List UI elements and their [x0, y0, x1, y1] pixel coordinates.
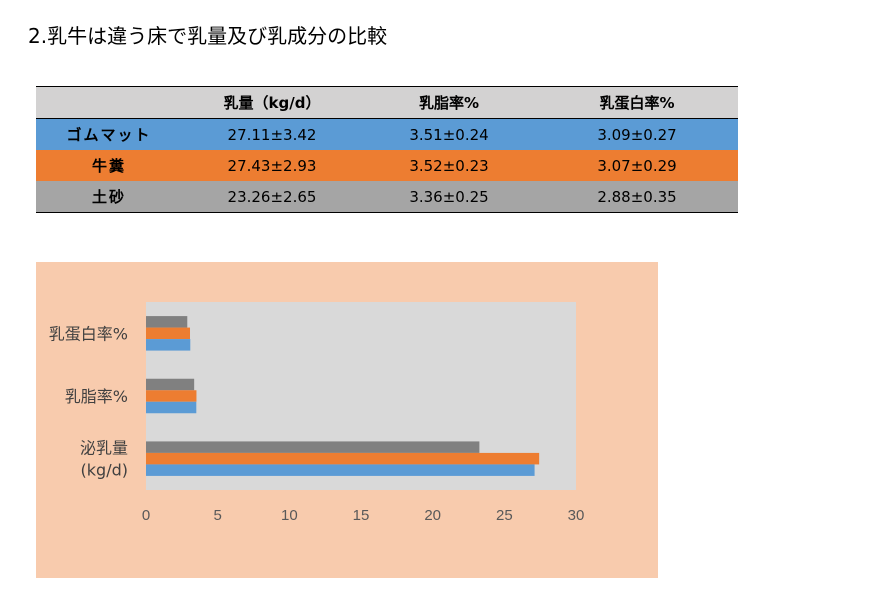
table-cell: 27.43±2.93 [227, 156, 317, 175]
x-tick-label: 25 [496, 507, 513, 524]
table-cell: 3.52±0.23 [409, 156, 489, 175]
table-cell: 3.09±0.27 [597, 125, 677, 144]
chart-panel: 乳蛋白率% 乳脂率% 泌乳量 (kg/d) 0 5 10 15 20 25 30 [36, 262, 658, 578]
table-cell: 2.88±0.35 [597, 187, 677, 206]
bar [146, 464, 535, 476]
table-header-blank [36, 86, 182, 119]
page-title: 2.乳牛は違う床で乳量及び乳成分の比較 [28, 24, 388, 48]
table-header-milk-yield: 乳量（kg/d） [182, 86, 362, 119]
x-tick-label: 0 [142, 507, 150, 524]
row-label: 土砂 [91, 188, 126, 206]
category-label: 乳脂率% [65, 387, 128, 406]
row-label: ゴムマット [66, 126, 152, 144]
table-header-fat: 乳脂率% [362, 86, 536, 119]
bar [146, 452, 540, 465]
table-cell: 3.07±0.29 [597, 156, 677, 175]
table-row: 牛糞 27.43±2.93 3.52±0.23 3.07±0.29 [36, 150, 738, 181]
table-cell: 27.11±3.42 [227, 125, 317, 144]
bar [146, 378, 195, 391]
bar [146, 441, 480, 453]
comparison-table: 乳量（kg/d） 乳脂率% 乳蛋白率% ゴムマット 27.11±3.42 3.5… [36, 86, 738, 213]
table-row: ゴムマット 27.11±3.42 3.51±0.24 3.09±0.27 [36, 118, 738, 150]
x-tick-label: 5 [213, 507, 221, 524]
x-tick-label: 15 [353, 507, 370, 524]
table-row: 土砂 23.26±2.65 3.36±0.25 2.88±0.35 [36, 181, 738, 213]
bar [146, 316, 188, 328]
table-header-protein: 乳蛋白率% [536, 86, 738, 119]
category-label: 泌乳量 [80, 439, 128, 458]
category-label: 乳蛋白率% [49, 324, 128, 343]
table-cell: 3.36±0.25 [409, 187, 489, 206]
bar [146, 401, 197, 414]
row-label: 牛糞 [91, 157, 126, 175]
table-header-row: 乳量（kg/d） 乳脂率% 乳蛋白率% [36, 86, 738, 119]
bar [146, 390, 197, 402]
x-tick-label: 30 [568, 507, 585, 524]
x-tick-label: 10 [281, 507, 298, 524]
table-cell: 23.26±2.65 [227, 187, 317, 206]
x-tick-label: 20 [424, 507, 441, 524]
table-cell: 3.51±0.24 [409, 125, 489, 144]
bar [146, 327, 191, 340]
category-label: (kg/d) [81, 461, 128, 480]
bar-chart: 乳蛋白率% 乳脂率% 泌乳量 (kg/d) 0 5 10 15 20 25 30 [49, 302, 585, 524]
bar [146, 339, 191, 351]
